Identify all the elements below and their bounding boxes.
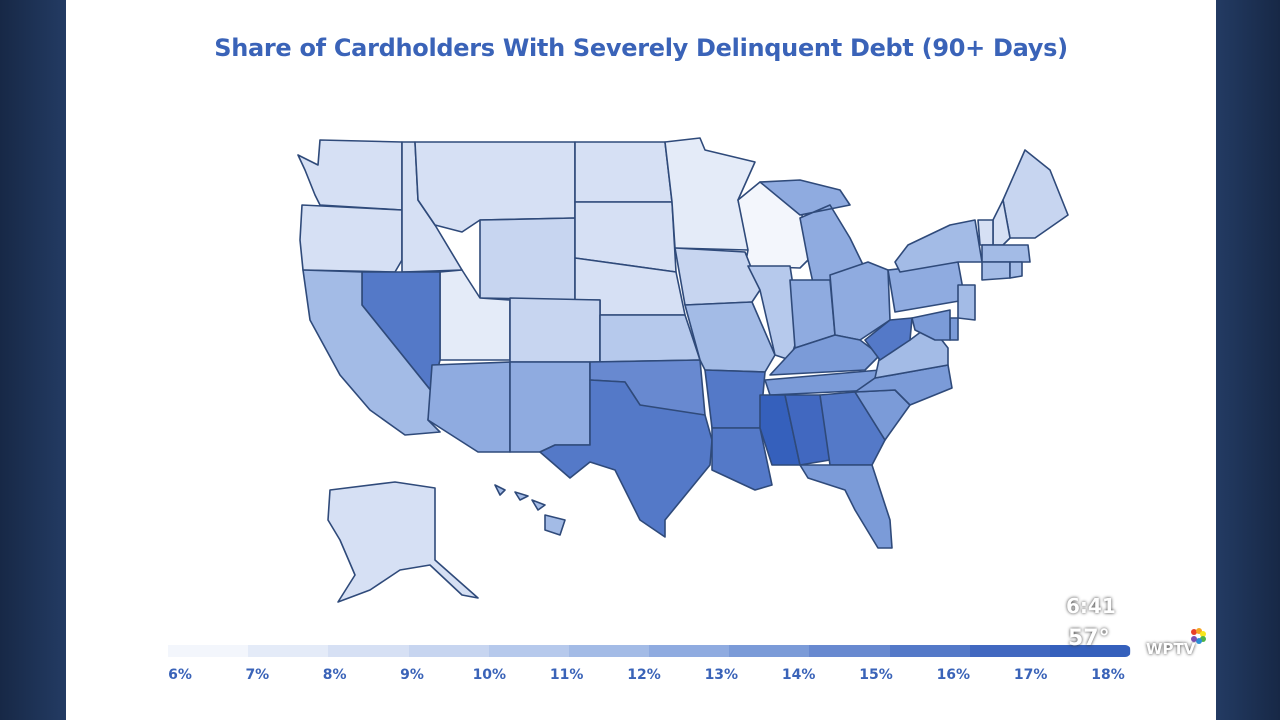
legend-swatch <box>328 645 410 657</box>
state-or <box>299 204 403 273</box>
state-la <box>711 427 773 491</box>
state-ri <box>1009 261 1023 279</box>
legend-tick-label: 7% <box>245 667 270 683</box>
state-ms <box>759 394 801 466</box>
state-ny <box>894 219 983 273</box>
station-bug: 6:41 57° 5 WPTV <box>1062 590 1222 660</box>
state-ar <box>704 369 766 429</box>
legend-tick-label: 6% <box>168 667 192 683</box>
state-hi <box>494 484 566 536</box>
peacock-icon <box>1191 628 1206 644</box>
map-title: Share of Cardholders With Severely Delin… <box>214 34 1068 62</box>
legend-swatch <box>649 645 731 657</box>
state-ga <box>819 391 886 466</box>
state-de <box>949 317 959 341</box>
state-md <box>911 309 951 341</box>
legend-tick-label: 10% <box>472 667 507 683</box>
state-vt <box>977 219 994 246</box>
channel-logo-icon: 5 <box>1150 592 1206 644</box>
legend-swatch <box>408 645 490 657</box>
legend-tick-label: 9% <box>400 667 424 683</box>
state-mn <box>664 137 756 251</box>
legend-tick-label: 18% <box>1091 667 1125 683</box>
state-nm <box>509 361 591 453</box>
legend-tick-label: 17% <box>1013 667 1048 683</box>
legend-tick-label: 8% <box>322 667 347 683</box>
state-wa <box>297 139 403 211</box>
legend-swatch <box>809 645 891 657</box>
legend-swatch <box>729 645 811 657</box>
state-me <box>1002 149 1069 239</box>
state-ia <box>674 247 761 306</box>
legend-swatch <box>969 645 1051 657</box>
legend-swatch <box>168 645 250 657</box>
state-nj <box>957 284 976 321</box>
state-wv <box>864 317 913 361</box>
clock-readout: 6:41 <box>1066 594 1116 618</box>
state-az <box>427 361 511 453</box>
legend-swatch <box>1049 645 1131 657</box>
legend-swatch <box>248 645 330 657</box>
legend-tick-label: 15% <box>859 667 893 683</box>
legend-tick-label: 14% <box>781 667 816 683</box>
temperature-readout: 57° <box>1068 626 1110 651</box>
right-backdrop <box>1216 0 1280 720</box>
legend-tick-label: 16% <box>936 667 971 683</box>
legend-tick-label: 12% <box>627 667 661 683</box>
state-tx <box>539 379 713 538</box>
legend-tick-label: 13% <box>704 667 739 683</box>
state-fl <box>799 464 893 549</box>
state-ks <box>599 314 701 363</box>
state-co <box>509 297 601 363</box>
bug-divider <box>1130 596 1132 654</box>
state-nd <box>574 141 673 203</box>
legend-swatch <box>488 645 570 657</box>
state-wy <box>479 217 576 301</box>
color-scale-legend <box>168 645 1131 657</box>
state-ma <box>981 244 1031 263</box>
us-choropleth-map <box>297 137 1069 603</box>
bug-rule <box>1066 622 1116 624</box>
left-backdrop <box>0 0 66 720</box>
graphic-panel: Share of Cardholders With Severely Delin… <box>66 0 1216 720</box>
call-sign: WPTV <box>1146 640 1196 658</box>
legend-swatch <box>889 645 971 657</box>
legend-swatch <box>568 645 650 657</box>
state-ca <box>302 269 441 436</box>
state-ct <box>981 261 1011 281</box>
channel-number: 5 <box>1164 599 1188 639</box>
legend-tick-label: 11% <box>549 667 584 683</box>
state-ak <box>327 481 479 603</box>
